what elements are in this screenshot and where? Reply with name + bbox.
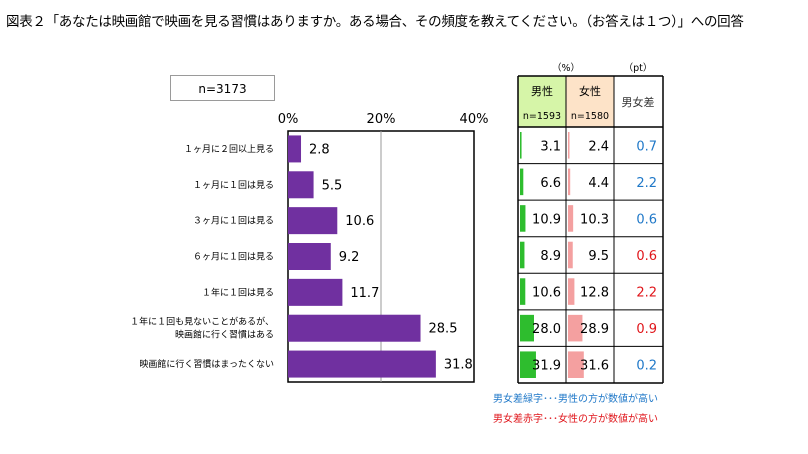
bar-value-label: 5.5 [322,178,343,193]
sample-size-box: n=3173 [170,75,275,101]
female-mini-bar [568,278,575,305]
male-value: 28.0 [532,322,561,337]
male-mini-bar [520,132,522,159]
male-value: 10.9 [532,212,561,227]
bar-value-label: 2.8 [309,142,330,157]
diff-header: 男女差 [622,95,655,109]
female-value: 28.9 [580,322,609,337]
category-label: １年に１回は見る [202,286,274,298]
female-n: n=1580 [571,111,609,122]
male-value: 3.1 [540,139,561,154]
female-mini-bar [568,168,571,196]
diff-value: 0.2 [636,359,657,374]
x-tick-label: 20% [367,112,396,127]
diff-value: 0.7 [636,139,657,154]
male-value: 8.9 [540,249,561,264]
male-n: n=1593 [523,111,561,122]
bar [288,135,302,163]
female-mini-bar [568,241,573,269]
female-header: 女性 [579,84,601,98]
category-label: １ヶ月に２回以上見る [184,144,274,155]
unit-pt-label: （pt） [624,62,653,74]
female-value: 31.6 [580,359,609,374]
female-value: 2.4 [588,139,609,154]
male-value: 10.6 [532,286,561,301]
x-tick-label: 0% [278,112,299,127]
diff-value: 0.6 [636,249,657,264]
note-green: 男女差緑字･･･男性の方が数値が高い [493,394,658,405]
male-mini-bar [520,205,526,232]
category-label: ３ヶ月に１回は見る [193,216,274,227]
diff-value: 2.2 [636,176,657,191]
male-mini-bar [520,278,526,305]
male-header: 男性 [531,84,553,98]
female-value: 12.8 [580,286,609,301]
x-tick-label: 40% [460,112,489,127]
diff-value: 0.6 [636,212,657,227]
diff-value: 2.2 [636,286,657,301]
category-label: 映画館に行く習慣はある [175,329,274,341]
bar-value-label: 28.5 [429,322,458,337]
bar-value-label: 31.8 [444,358,473,373]
category-label: １年に１回も見ないことがあるが、 [130,316,274,328]
female-mini-bar [568,205,574,232]
bar-value-label: 9.2 [339,250,360,265]
bar [288,171,314,199]
female-mini-bar [568,351,584,378]
bar-value-label: 10.6 [345,214,374,229]
female-value: 10.3 [580,212,609,227]
note-red: 男女差赤字･･･女性の方が数値が高い [493,414,658,425]
male-mini-bar [520,314,534,342]
male-mini-bar [520,168,524,196]
bar [288,243,331,270]
male-header-bg [518,76,566,127]
diff-value: 0.9 [636,322,657,337]
category-label: 映画館に行く習慣はまったくない [139,358,274,370]
category-label: １ヶ月に１回は見る [193,180,274,191]
male-mini-bar [520,241,525,269]
female-mini-bar [568,314,583,342]
female-value: 9.5 [588,249,609,264]
bar [288,314,421,342]
bar-value-label: 11.7 [350,286,379,301]
female-header-bg [566,76,614,127]
male-mini-bar [520,351,536,378]
male-value: 31.9 [532,359,561,374]
unit-pct-label: （%） [552,62,580,74]
bar [288,278,343,306]
male-value: 6.6 [540,176,561,191]
chart-title: 図表２「あなたは映画館で映画を見る習慣はありますか。ある場合、その頻度を教えてく… [6,14,744,30]
bar [288,207,338,235]
female-mini-bar [568,132,570,159]
female-value: 4.4 [588,176,609,191]
category-label: ６ヶ月に１回は見る [193,252,274,263]
bar [288,350,436,378]
